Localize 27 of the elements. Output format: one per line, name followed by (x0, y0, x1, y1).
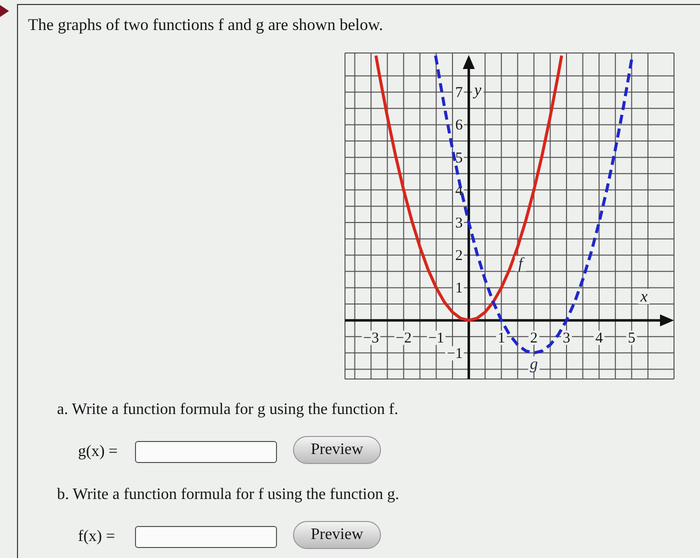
series-label: g (530, 356, 538, 373)
y-tick-label: 5 (455, 150, 463, 166)
line-series (374, 54, 564, 322)
y-tick-label: 1 (455, 280, 463, 297)
x-tick-label: 2 (530, 330, 538, 346)
text: The graphs of two functions f and g are shown below. (28, 15, 383, 35)
x-tick-label: −2 (396, 330, 412, 346)
y-tick-label: 2 (455, 248, 463, 264)
y-tick-label: 3 (455, 216, 463, 232)
text: a. Write a function formula for g using the function f. (57, 400, 398, 420)
button: Preview (293, 521, 381, 549)
series-label: f (518, 255, 526, 272)
x-tick-label: −1 (428, 330, 444, 346)
x-tick-label: 3 (562, 330, 570, 346)
y-tick-label: 6 (455, 118, 464, 134)
y-tick-label: −1 (446, 346, 463, 362)
text: b. Write a function formula for f using the function g. (57, 485, 400, 505)
x-axis-title: x (639, 288, 648, 306)
y-axis-title: y (472, 82, 482, 99)
y-tick-label: 7 (455, 85, 464, 102)
text: g(x) = (78, 442, 118, 462)
text: f(x) = (78, 527, 116, 547)
x-tick-label: 4 (595, 330, 604, 346)
x-tick-label: −3 (363, 330, 380, 346)
x-tick-label: 1 (498, 330, 506, 346)
x-tick-label: 5 (628, 330, 636, 346)
button: Preview (293, 436, 381, 464)
